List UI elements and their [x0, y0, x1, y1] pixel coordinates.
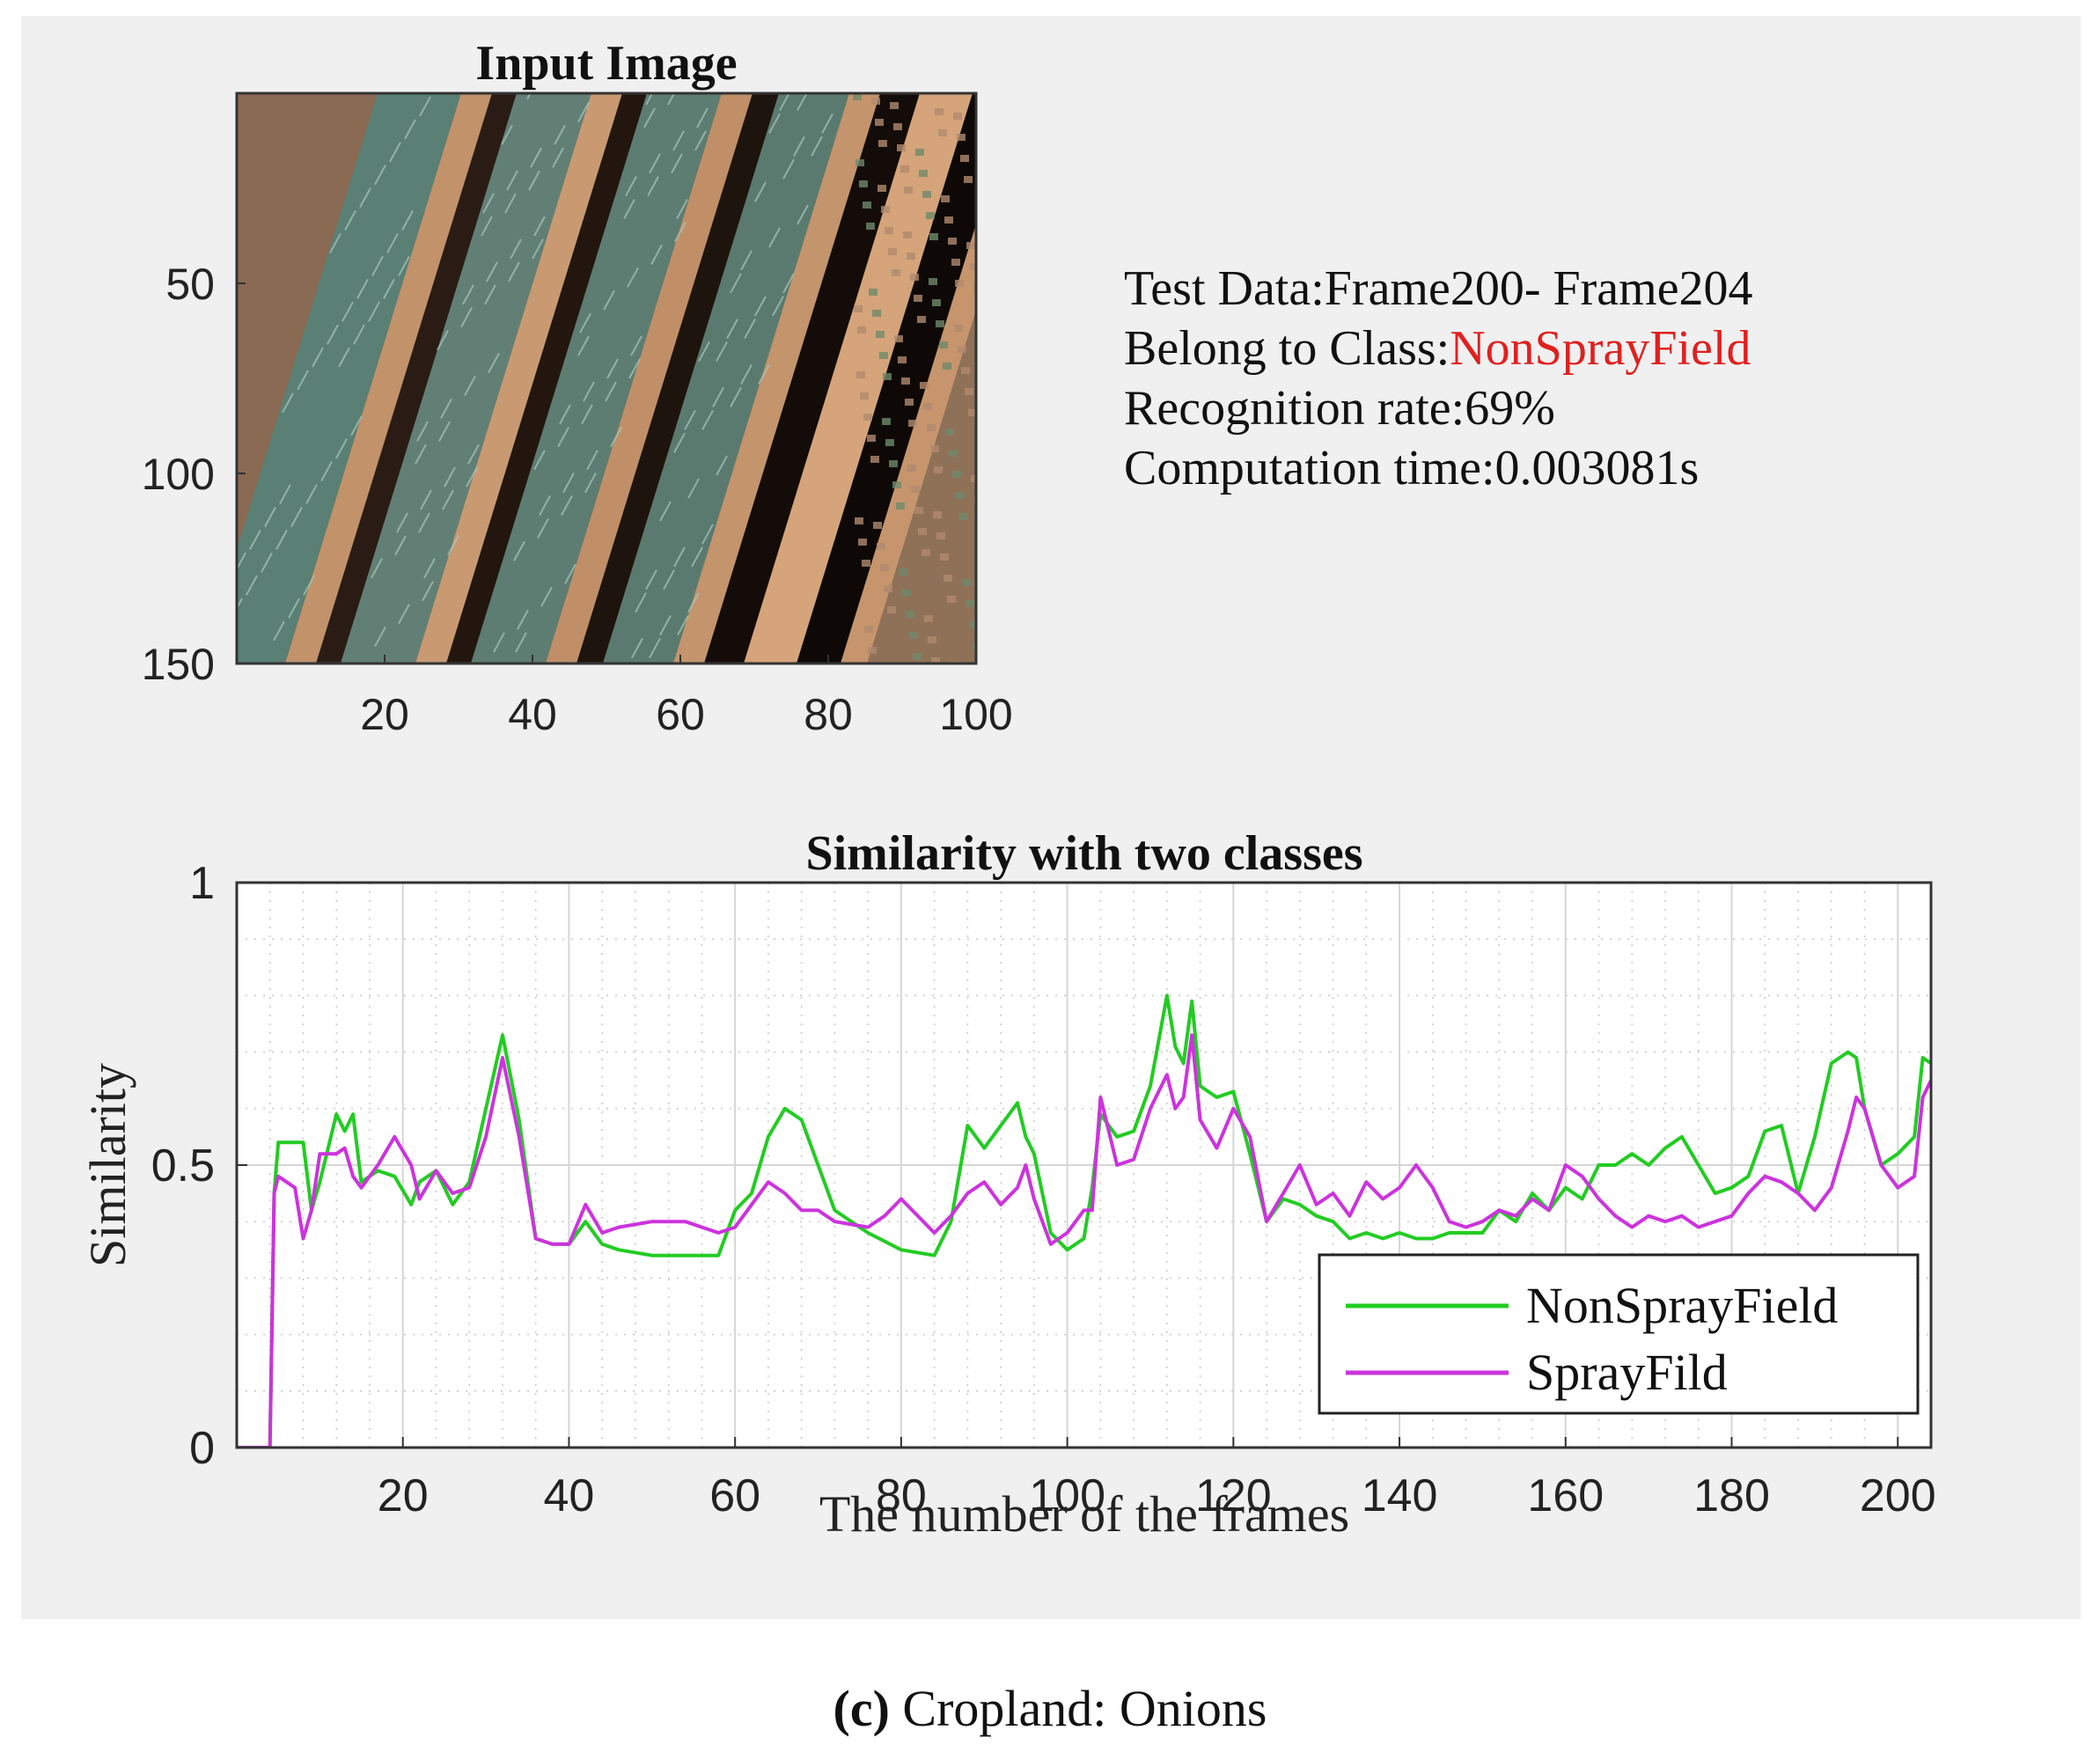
- figure-panel: Input Image 20 40 60 80 100 50 100 150 Test Da…: [21, 16, 2081, 1619]
- image-x-tick-label: 40: [508, 690, 557, 739]
- legend-box: [1318, 1253, 1920, 1415]
- x-tick-label: 60: [709, 1470, 760, 1521]
- x-tick-label: 180: [1693, 1470, 1770, 1521]
- x-tick-label: 40: [544, 1470, 595, 1521]
- computation-time-text: Computation time:0.003081s: [1124, 441, 1700, 495]
- image-x-tick-label: 20: [360, 690, 409, 739]
- x-tick-label: 100: [1029, 1470, 1105, 1521]
- y-axis-label: Similarity: [79, 1063, 136, 1267]
- image-x-tick-label: 80: [804, 690, 853, 739]
- series-line-nonsprayfield: [237, 993, 1931, 1448]
- image-axes-frame: [235, 92, 978, 665]
- caption-text: Cropland: Onions: [902, 1680, 1267, 1737]
- belong-to-class-line: Belong to Class:NonSprayField: [1124, 324, 1751, 373]
- caption-label: (c): [833, 1680, 890, 1737]
- y-tick-label: 0.5: [151, 1140, 215, 1191]
- x-tick-label: 140: [1362, 1470, 1438, 1521]
- legend-label-sprayfild: SprayFild: [1526, 1344, 1728, 1401]
- y-tick-label: 0: [189, 1423, 215, 1474]
- image-x-tick-label: 100: [939, 690, 1012, 739]
- x-tick-label: 200: [1860, 1470, 1936, 1521]
- input-image-title: Input Image: [475, 36, 737, 91]
- x-axis-label: The number of the frames: [819, 1485, 1349, 1543]
- field-photo: [237, 93, 976, 663]
- chart-title: Similarity with two classes: [805, 826, 1362, 881]
- legend-label-nonsprayfield: NonSprayField: [1526, 1277, 1838, 1334]
- image-y-tick-label: 50: [165, 260, 215, 309]
- x-tick-label: 80: [876, 1470, 927, 1521]
- class-prefix: Belong to Class:: [1124, 321, 1450, 376]
- class-value: NonSprayField: [1450, 321, 1751, 376]
- image-x-tick-label: 60: [656, 690, 705, 739]
- x-tick-label: 160: [1527, 1470, 1604, 1521]
- y-tick-label: 1: [189, 858, 215, 909]
- similarity-chart: Similarity with two classes 20 40 60 80 100 1…: [79, 826, 1936, 1543]
- input-image-axes: Input Image 20 40 60 80 100 50 100 150: [142, 36, 1013, 739]
- x-tick-label: 20: [378, 1470, 429, 1521]
- recognition-rate-text: Recognition rate:69%: [1124, 381, 1555, 436]
- series-line-sprayfild: [237, 1033, 1931, 1448]
- image-y-tick-label: 150: [142, 640, 215, 689]
- test-data-text: Test Data:Frame200- Frame204: [1124, 261, 1753, 316]
- legend: NonSprayField SprayFild: [1318, 1253, 1920, 1415]
- image-y-tick-label: 100: [142, 450, 215, 499]
- x-tick-label: 120: [1195, 1470, 1272, 1521]
- figure-caption: (c) Cropland: Onions: [0, 1679, 2100, 1738]
